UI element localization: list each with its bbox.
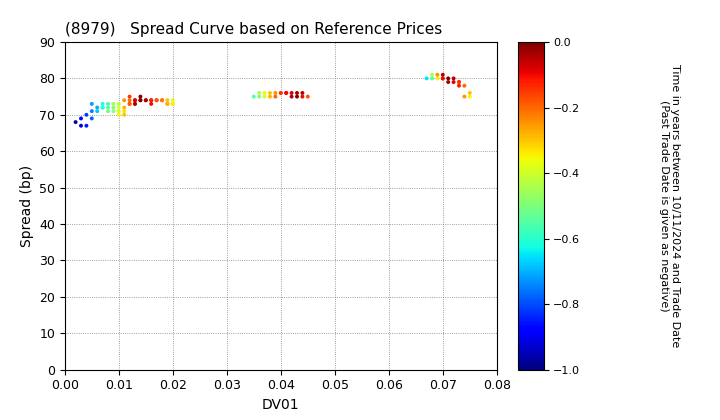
Point	[86, 100, 98, 107]
Point	[442, 79, 454, 85]
Point	[286, 89, 297, 96]
Point	[264, 93, 276, 100]
Point	[281, 89, 292, 96]
Point	[437, 75, 449, 82]
Point	[420, 75, 432, 82]
Point	[275, 89, 287, 96]
Point	[113, 111, 125, 118]
Point	[86, 108, 98, 115]
Point	[81, 122, 92, 129]
Point	[124, 93, 135, 100]
Point	[442, 75, 454, 82]
Point	[135, 97, 146, 104]
Point	[167, 100, 179, 107]
Point	[275, 89, 287, 96]
Point	[135, 97, 146, 104]
Point	[161, 100, 173, 107]
Point	[459, 93, 470, 100]
Point	[426, 71, 438, 78]
Point	[167, 100, 179, 107]
Point	[454, 82, 465, 89]
Point	[297, 93, 308, 100]
Point	[102, 100, 114, 107]
Point	[302, 93, 313, 100]
Point	[269, 89, 281, 96]
Point	[124, 100, 135, 107]
Point	[286, 93, 297, 100]
Point	[96, 104, 108, 111]
Point	[253, 89, 265, 96]
Point	[81, 111, 92, 118]
Point	[130, 97, 141, 104]
Point	[248, 93, 260, 100]
Y-axis label: Spread (bp): Spread (bp)	[19, 165, 34, 247]
Point	[130, 100, 141, 107]
Point	[161, 97, 173, 104]
Point	[432, 75, 444, 82]
Point	[91, 104, 103, 111]
Point	[437, 71, 449, 78]
Point	[118, 97, 130, 104]
Point	[259, 93, 271, 100]
Point	[107, 108, 119, 115]
Point	[454, 79, 465, 85]
Point	[432, 71, 444, 78]
Point	[253, 93, 265, 100]
Point	[426, 75, 438, 82]
Point	[113, 104, 125, 111]
Point	[96, 100, 108, 107]
Point	[96, 104, 108, 111]
Point	[107, 104, 119, 111]
Point	[107, 100, 119, 107]
Point	[140, 97, 151, 104]
Point	[464, 93, 475, 100]
Text: (8979)   Spread Curve based on Reference Prices: (8979) Spread Curve based on Reference P…	[65, 22, 442, 37]
Point	[167, 97, 179, 104]
Point	[102, 108, 114, 115]
Point	[156, 97, 168, 104]
Point	[140, 97, 151, 104]
Point	[113, 108, 125, 115]
Point	[281, 89, 292, 96]
Point	[264, 89, 276, 96]
Point	[118, 111, 130, 118]
Point	[118, 108, 130, 115]
Point	[297, 89, 308, 96]
Point	[459, 82, 470, 89]
Point	[291, 89, 302, 96]
Point	[259, 89, 271, 96]
Point	[102, 104, 114, 111]
Point	[151, 97, 163, 104]
Point	[437, 75, 449, 82]
Y-axis label: Time in years between 10/11/2024 and Trade Date
(Past Trade Date is given as neg: Time in years between 10/11/2024 and Tra…	[659, 64, 680, 347]
Point	[130, 100, 141, 107]
Point	[448, 75, 459, 82]
Point	[124, 97, 135, 104]
Point	[118, 104, 130, 111]
Point	[145, 100, 157, 107]
Point	[76, 122, 86, 129]
Point	[145, 97, 157, 104]
Point	[145, 97, 157, 104]
Point	[448, 79, 459, 85]
Point	[464, 89, 475, 96]
Point	[135, 93, 146, 100]
Point	[86, 115, 98, 122]
Point	[91, 108, 103, 115]
Point	[156, 97, 168, 104]
Point	[151, 97, 163, 104]
Point	[70, 119, 81, 126]
Point	[161, 100, 173, 107]
Point	[269, 93, 281, 100]
Point	[113, 100, 125, 107]
Point	[454, 79, 465, 85]
X-axis label: DV01: DV01	[262, 398, 300, 412]
Point	[124, 100, 135, 107]
Point	[291, 93, 302, 100]
Point	[76, 115, 86, 122]
Point	[130, 97, 141, 104]
